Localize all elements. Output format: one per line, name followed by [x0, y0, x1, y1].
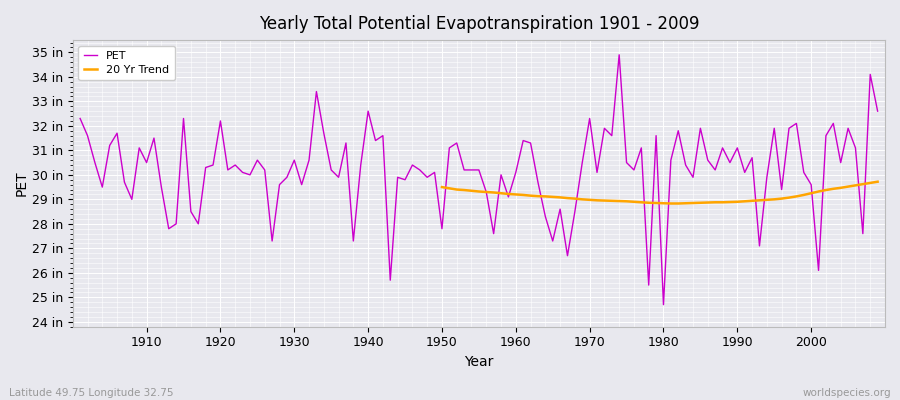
20 Yr Trend [436, 185, 447, 190]
20 Yr Trend [577, 197, 588, 202]
PET [340, 140, 351, 145]
PET [599, 126, 610, 131]
PET [614, 52, 625, 57]
20 Yr Trend [562, 196, 573, 200]
20 Yr Trend [510, 192, 521, 197]
20 Yr Trend [547, 194, 558, 199]
20 Yr Trend [665, 201, 676, 206]
PET [872, 109, 883, 114]
PET [658, 302, 669, 307]
Y-axis label: PET: PET [15, 171, 29, 196]
PET [296, 182, 307, 187]
Text: worldspecies.org: worldspecies.org [803, 388, 891, 398]
PET [503, 194, 514, 199]
X-axis label: Year: Year [464, 355, 493, 369]
20 Yr Trend [584, 198, 595, 202]
PET [75, 116, 86, 121]
PET [134, 146, 145, 150]
Legend: PET, 20 Yr Trend: PET, 20 Yr Trend [78, 46, 175, 80]
Line: PET: PET [80, 55, 878, 305]
Line: 20 Yr Trend: 20 Yr Trend [442, 182, 878, 204]
20 Yr Trend [872, 179, 883, 184]
Title: Yearly Total Potential Evapotranspiration 1901 - 2009: Yearly Total Potential Evapotranspiratio… [258, 15, 699, 33]
20 Yr Trend [717, 200, 728, 205]
PET [510, 170, 521, 175]
Text: Latitude 49.75 Longitude 32.75: Latitude 49.75 Longitude 32.75 [9, 388, 174, 398]
